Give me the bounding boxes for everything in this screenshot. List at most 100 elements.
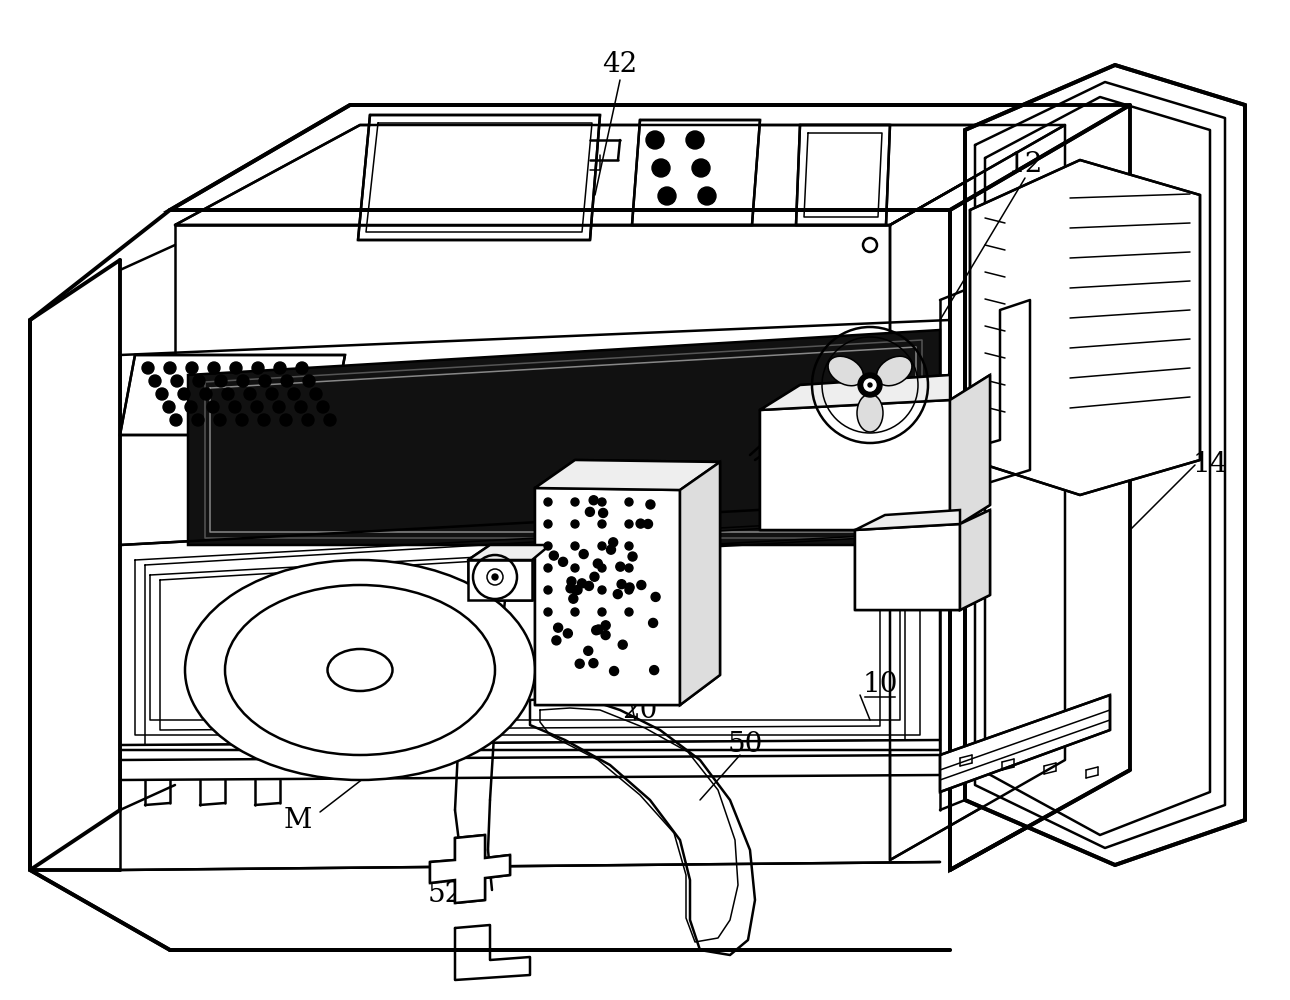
Circle shape — [618, 640, 627, 649]
Circle shape — [544, 586, 552, 594]
Circle shape — [273, 362, 286, 374]
Circle shape — [252, 401, 263, 413]
Circle shape — [550, 551, 559, 560]
Circle shape — [569, 594, 578, 603]
Text: 14: 14 — [1192, 452, 1228, 479]
Circle shape — [178, 388, 190, 400]
Circle shape — [266, 388, 279, 400]
Circle shape — [573, 585, 582, 594]
Polygon shape — [468, 560, 531, 600]
Circle shape — [649, 618, 658, 627]
Circle shape — [258, 414, 270, 426]
Circle shape — [571, 498, 579, 506]
Circle shape — [624, 542, 633, 550]
Text: 50: 50 — [728, 732, 762, 758]
Polygon shape — [760, 400, 949, 530]
Ellipse shape — [224, 585, 495, 755]
Text: 52: 52 — [427, 882, 463, 908]
Ellipse shape — [857, 394, 882, 432]
Circle shape — [184, 401, 197, 413]
Circle shape — [564, 629, 573, 638]
Circle shape — [590, 659, 599, 668]
Circle shape — [864, 379, 876, 391]
Circle shape — [310, 388, 322, 400]
Circle shape — [599, 520, 606, 528]
Polygon shape — [855, 524, 960, 610]
Polygon shape — [965, 65, 1245, 865]
Circle shape — [584, 581, 593, 590]
Circle shape — [192, 414, 204, 426]
Circle shape — [280, 414, 292, 426]
Circle shape — [599, 498, 606, 506]
Circle shape — [252, 362, 264, 374]
Circle shape — [164, 362, 175, 374]
Circle shape — [559, 557, 568, 566]
Polygon shape — [855, 510, 960, 530]
Polygon shape — [120, 500, 940, 750]
Circle shape — [200, 388, 212, 400]
Circle shape — [566, 584, 575, 593]
Circle shape — [617, 580, 626, 589]
Circle shape — [295, 362, 308, 374]
Text: 10: 10 — [862, 672, 898, 698]
Polygon shape — [632, 120, 760, 225]
Circle shape — [237, 375, 249, 387]
Polygon shape — [468, 545, 550, 560]
Circle shape — [601, 621, 610, 630]
Polygon shape — [796, 125, 890, 225]
Circle shape — [259, 375, 271, 387]
Polygon shape — [120, 355, 344, 435]
Circle shape — [324, 414, 335, 426]
Circle shape — [186, 362, 197, 374]
Circle shape — [571, 608, 579, 616]
Circle shape — [650, 666, 659, 675]
Circle shape — [636, 519, 645, 528]
Circle shape — [593, 625, 602, 634]
Circle shape — [646, 500, 655, 509]
Circle shape — [575, 659, 584, 668]
Circle shape — [172, 375, 183, 387]
Text: M: M — [284, 806, 312, 834]
Circle shape — [206, 401, 219, 413]
Circle shape — [610, 667, 619, 676]
Circle shape — [868, 383, 872, 387]
Polygon shape — [430, 835, 510, 903]
Circle shape — [244, 388, 255, 400]
Circle shape — [491, 574, 498, 580]
Circle shape — [584, 646, 592, 655]
Circle shape — [601, 631, 610, 640]
Circle shape — [288, 388, 301, 400]
Circle shape — [236, 414, 248, 426]
Circle shape — [599, 586, 606, 594]
Circle shape — [624, 586, 633, 594]
Circle shape — [651, 159, 670, 177]
Circle shape — [544, 542, 552, 550]
Circle shape — [553, 623, 562, 632]
Polygon shape — [188, 330, 940, 545]
Circle shape — [599, 564, 606, 572]
Circle shape — [208, 362, 221, 374]
Polygon shape — [170, 105, 1130, 210]
Circle shape — [303, 375, 315, 387]
Circle shape — [609, 538, 618, 547]
Circle shape — [593, 559, 602, 568]
Circle shape — [571, 586, 579, 594]
Circle shape — [578, 579, 587, 588]
Circle shape — [599, 508, 608, 517]
Circle shape — [295, 401, 307, 413]
Ellipse shape — [328, 649, 392, 691]
Polygon shape — [535, 460, 720, 490]
Text: 12: 12 — [1007, 151, 1042, 178]
Circle shape — [624, 608, 633, 616]
Circle shape — [544, 520, 552, 528]
Circle shape — [858, 373, 882, 397]
Circle shape — [592, 626, 601, 635]
Circle shape — [651, 592, 660, 601]
Polygon shape — [890, 125, 1066, 860]
Circle shape — [142, 362, 154, 374]
Circle shape — [544, 564, 552, 572]
Circle shape — [626, 583, 635, 592]
Circle shape — [281, 375, 293, 387]
Circle shape — [644, 519, 653, 528]
Circle shape — [222, 388, 233, 400]
